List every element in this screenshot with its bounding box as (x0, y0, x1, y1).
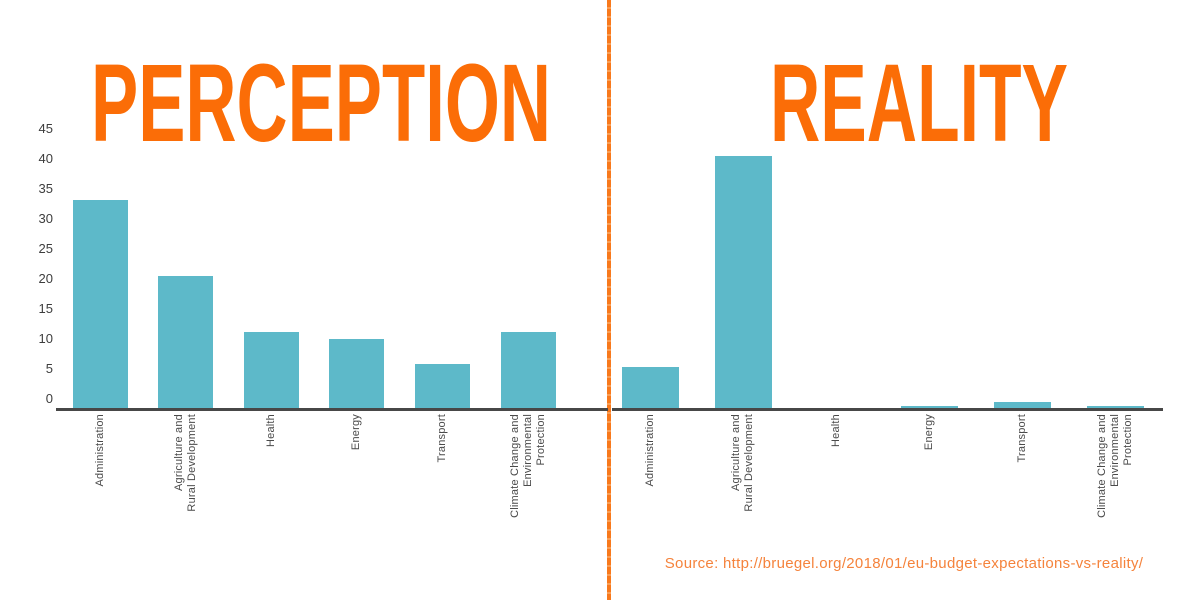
x-label-reality-administration: Administration (643, 414, 656, 487)
bar-reality-agriculture-and-rural-development (714, 156, 772, 408)
x-axis-reality (612, 408, 1163, 411)
bar-reality-energy (900, 406, 958, 408)
x-label-perception-agriculture-and-rural-development: Agriculture and Rural Development (172, 414, 198, 512)
x-label-perception-transport: Transport (435, 414, 448, 463)
bar-perception-agriculture-and-rural-development (158, 275, 214, 408)
x-label-perception-climate-change-and-environmental-protection: Climate Change and Environmental Protect… (508, 414, 547, 518)
bar-perception-energy (329, 338, 385, 408)
y-tick-label-10: 10 (38, 331, 53, 346)
bar-reality-climate-change-and-environmental-protection (1086, 406, 1144, 408)
x-label-reality-agriculture-and-rural-development: Agriculture and Rural Development (730, 414, 755, 512)
y-tick-label-45: 45 (38, 121, 53, 136)
bar-reality-transport (993, 401, 1051, 408)
y-tick-label-25: 25 (38, 241, 53, 256)
y-tick-label-5: 5 (45, 361, 53, 376)
x-label-perception-administration: Administration (93, 414, 106, 487)
titles-layer: PERCEPTION REALITY (91, 42, 1068, 165)
perception-title: PERCEPTION (91, 42, 551, 165)
source-link[interactable]: Source: http://bruegel.org/2018/01/eu-bu… (664, 555, 1144, 572)
bar-reality-administration (621, 367, 679, 408)
bar-perception-transport (414, 363, 470, 408)
y-tick-label-30: 30 (38, 211, 53, 226)
bar-perception-climate-change-and-environmental-protection (500, 332, 556, 408)
bar-perception-health (243, 332, 299, 408)
x-label-reality-transport: Transport (1015, 414, 1028, 463)
reality-title: REALITY (770, 42, 1068, 165)
x-axis-perception (56, 408, 608, 411)
y-tick-label-35: 35 (38, 181, 53, 196)
y-tick-label-40: 40 (38, 151, 53, 166)
y-tick-label-0: 0 (45, 391, 53, 406)
bar-perception-administration (72, 200, 128, 408)
x-label-perception-energy: Energy (350, 414, 363, 451)
y-tick-label-15: 15 (38, 301, 53, 316)
x-label-perception-health: Health (264, 414, 277, 447)
y-tick-label-20: 20 (38, 271, 53, 286)
x-label-reality-energy: Energy (922, 414, 935, 451)
x-label-reality-health: Health (829, 414, 842, 447)
x-label-reality-climate-change-and-environmental-protection: Climate Change and Environmental Protect… (1095, 414, 1134, 518)
divider-line (607, 0, 611, 600)
